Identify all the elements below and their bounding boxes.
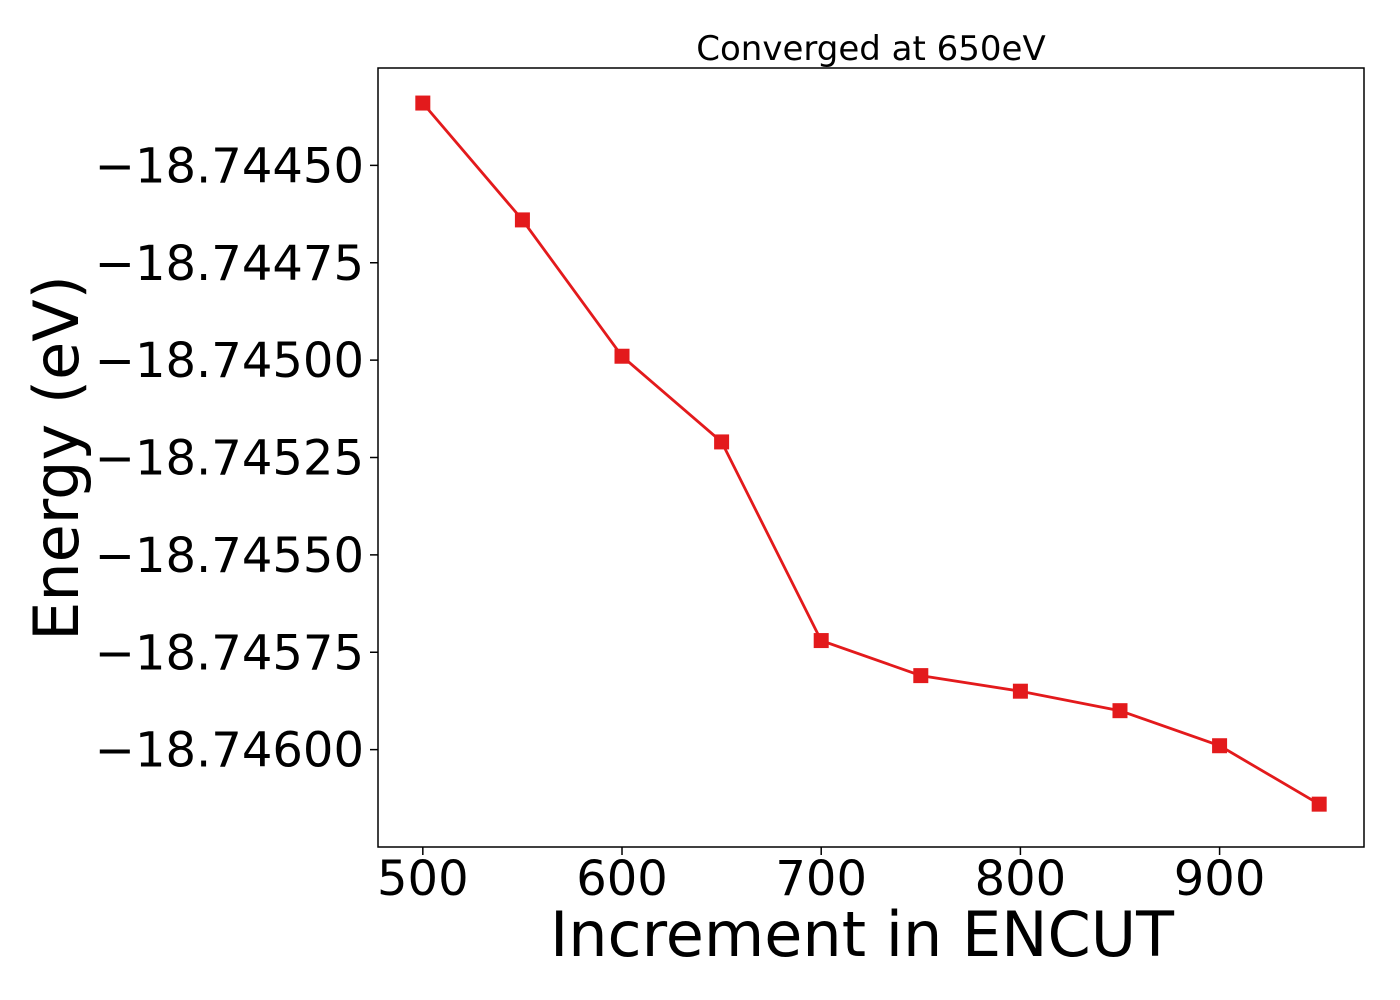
x-tick-label: 900 <box>1174 851 1266 907</box>
data-point <box>1112 703 1128 719</box>
y-axis-label: Energy (eV) <box>20 275 93 641</box>
data-point <box>514 212 530 228</box>
y-tick-label: −18.74600 <box>95 723 364 779</box>
y-tick-label: −18.74575 <box>95 625 364 681</box>
data-point <box>1212 738 1228 754</box>
series-line <box>421 102 1320 806</box>
x-axis-label: Increment in ENCUT <box>550 898 1175 971</box>
x-tick-label: 800 <box>975 851 1067 907</box>
data-point <box>913 668 929 684</box>
data-point <box>813 633 829 649</box>
data-point <box>1012 683 1028 699</box>
y-tick-label: −18.74550 <box>95 528 364 584</box>
x-tick-label: 700 <box>775 851 867 907</box>
data-point <box>714 434 730 450</box>
y-tick-label: −18.74450 <box>95 138 364 194</box>
x-tick-label: 600 <box>576 851 668 907</box>
data-point <box>1311 796 1327 812</box>
data-point <box>415 95 431 111</box>
y-tick-label: −18.74500 <box>95 333 364 389</box>
x-tick-label: 500 <box>377 851 469 907</box>
series-group <box>415 95 1327 812</box>
y-axis: −18.74450 −18.74475 −18.74500 −18.74525 −18.… <box>95 138 378 779</box>
plot-area <box>377 67 1365 848</box>
x-axis: 500 600 700 800 900 <box>377 847 1265 907</box>
y-tick-label: −18.74525 <box>95 431 364 487</box>
chart-title: Converged at 650eV <box>696 29 1045 69</box>
data-point <box>614 348 630 364</box>
y-tick-label: −18.74475 <box>95 236 364 292</box>
